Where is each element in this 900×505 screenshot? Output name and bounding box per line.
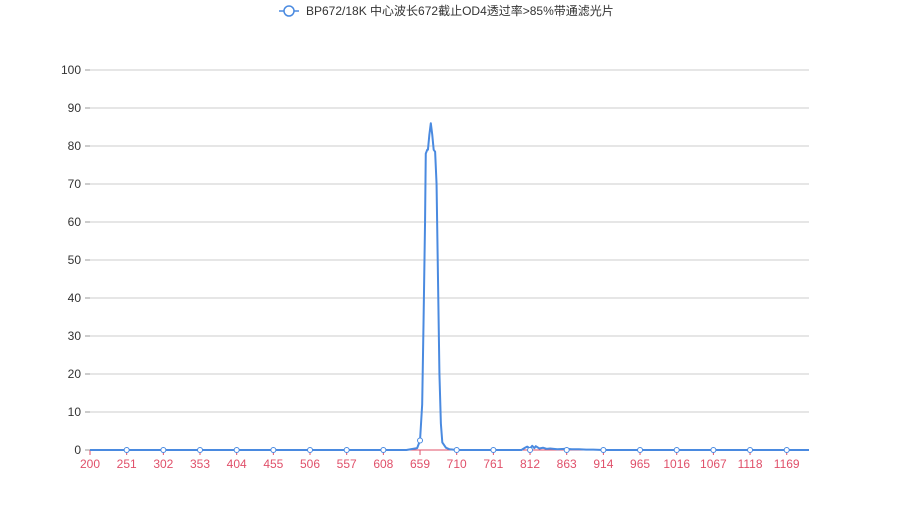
y-tick-label: 60 xyxy=(68,215,82,229)
y-axis-tick-labels: 0 10 20 30 40 50 60 70 80 90 100 xyxy=(61,63,90,457)
data-point-marker[interactable] xyxy=(747,447,754,453)
x-tick-label: 200 xyxy=(80,457,100,471)
x-tick-label: 404 xyxy=(227,457,247,471)
x-tick-label: 353 xyxy=(190,457,210,471)
x-tick-label: 506 xyxy=(300,457,320,471)
data-point-marker[interactable] xyxy=(490,447,497,453)
x-tick-label: 812 xyxy=(520,457,540,471)
data-point-marker[interactable] xyxy=(160,447,167,453)
y-tick-label: 40 xyxy=(68,291,82,305)
x-tick-label: 761 xyxy=(483,457,503,471)
legend-label: BP672/18K 中心波长672截止OD4透过率>85%带通滤光片 xyxy=(306,3,614,18)
x-tick-label: 557 xyxy=(337,457,357,471)
data-point-marker[interactable] xyxy=(123,447,130,453)
legend[interactable]: BP672/18K 中心波长672截止OD4透过率>85%带通滤光片 xyxy=(279,3,614,18)
data-point-marker[interactable] xyxy=(600,447,607,453)
x-tick-label: 251 xyxy=(117,457,137,471)
x-tick-label: 455 xyxy=(263,457,283,471)
series-layer xyxy=(90,122,809,453)
legend-marker-icon xyxy=(283,5,295,17)
data-point-marker[interactable] xyxy=(783,447,790,453)
data-point-marker[interactable] xyxy=(307,447,314,453)
y-tick-label: 70 xyxy=(68,177,82,191)
x-tick-label: 1067 xyxy=(700,457,727,471)
x-axis: 200 251 302 353 404 455 506 557 608 659 710 761 812 8… xyxy=(80,449,809,471)
x-tick-label: 1016 xyxy=(663,457,690,471)
x-tick-label: 710 xyxy=(447,457,467,471)
x-tick-label: 1169 xyxy=(774,457,800,471)
grid-lines xyxy=(90,69,809,413)
data-point-marker[interactable] xyxy=(673,447,680,453)
data-point-marker[interactable] xyxy=(710,447,717,453)
data-point-marker[interactable] xyxy=(527,447,534,453)
data-point-marker[interactable] xyxy=(197,447,204,453)
x-tick-label: 863 xyxy=(557,457,577,471)
data-point-marker[interactable] xyxy=(453,447,460,453)
y-tick-label: 20 xyxy=(68,367,82,381)
y-tick-label: 0 xyxy=(74,443,81,457)
x-tick-label: 659 xyxy=(410,457,430,471)
data-point-marker[interactable] xyxy=(233,447,240,453)
y-tick-label: 80 xyxy=(68,139,82,153)
data-point-marker[interactable] xyxy=(343,447,350,453)
y-tick-label: 100 xyxy=(61,63,81,77)
data-point-marker[interactable] xyxy=(637,447,644,453)
x-tick-label: 302 xyxy=(153,457,173,471)
x-tick-label: 914 xyxy=(593,457,613,471)
y-tick-label: 10 xyxy=(68,405,82,419)
y-tick-label: 50 xyxy=(68,253,82,267)
x-tick-label: 1118 xyxy=(738,457,763,471)
data-point-marker[interactable] xyxy=(270,447,277,453)
data-point-marker[interactable] xyxy=(417,437,424,444)
y-tick-label: 30 xyxy=(68,329,82,343)
data-point-marker[interactable] xyxy=(380,447,387,453)
series-line[interactable] xyxy=(90,122,809,451)
data-point-marker[interactable] xyxy=(563,447,570,453)
x-tick-label: 965 xyxy=(630,457,650,471)
x-tick-label: 608 xyxy=(373,457,393,471)
y-tick-label: 90 xyxy=(68,101,82,115)
